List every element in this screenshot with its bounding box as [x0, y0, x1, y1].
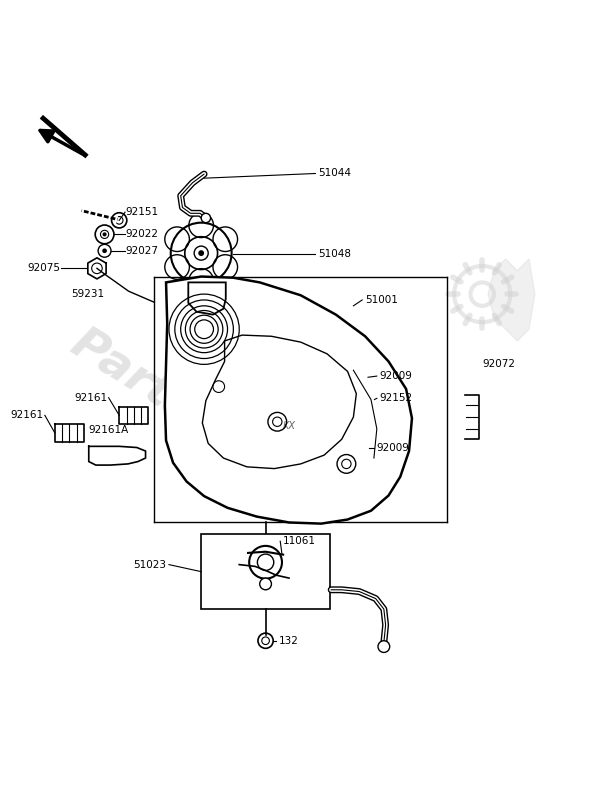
- Polygon shape: [165, 276, 412, 523]
- Circle shape: [165, 255, 190, 280]
- Circle shape: [102, 233, 107, 237]
- Text: 92027: 92027: [125, 246, 158, 256]
- Text: 51023: 51023: [133, 559, 166, 570]
- Text: 92075: 92075: [28, 264, 61, 273]
- Text: 51044: 51044: [318, 169, 351, 178]
- Text: 132: 132: [279, 636, 299, 646]
- Circle shape: [268, 412, 287, 431]
- Text: 51048: 51048: [318, 249, 351, 260]
- Text: 92022: 92022: [125, 229, 158, 240]
- Text: PartsRabbit: PartsRabbit: [62, 321, 352, 525]
- Text: 92009: 92009: [380, 371, 413, 381]
- Circle shape: [189, 268, 213, 293]
- Circle shape: [201, 213, 210, 223]
- Circle shape: [249, 546, 282, 578]
- Circle shape: [102, 248, 107, 253]
- Circle shape: [189, 213, 213, 237]
- Circle shape: [194, 246, 208, 260]
- Circle shape: [213, 227, 237, 252]
- Circle shape: [356, 372, 368, 383]
- Circle shape: [213, 255, 237, 280]
- Ellipse shape: [198, 297, 230, 308]
- Circle shape: [98, 244, 111, 257]
- Circle shape: [362, 446, 366, 449]
- Circle shape: [359, 443, 369, 452]
- Circle shape: [365, 398, 368, 401]
- Circle shape: [358, 392, 375, 407]
- Text: KX: KX: [283, 421, 296, 431]
- Text: 92161A: 92161A: [89, 424, 129, 435]
- Circle shape: [111, 213, 127, 228]
- Bar: [198, 303, 230, 347]
- Text: 11061: 11061: [283, 536, 316, 547]
- Circle shape: [360, 375, 365, 380]
- Text: 51001: 51001: [365, 295, 398, 305]
- Text: 92151: 92151: [125, 207, 158, 217]
- Circle shape: [260, 578, 272, 590]
- Circle shape: [95, 225, 114, 244]
- Text: 92161: 92161: [74, 393, 108, 403]
- Text: 92161: 92161: [11, 411, 44, 420]
- Circle shape: [198, 250, 204, 256]
- Text: 92009: 92009: [377, 443, 410, 452]
- Text: 92152: 92152: [380, 393, 413, 403]
- Text: 59231: 59231: [71, 289, 105, 299]
- Circle shape: [258, 633, 273, 648]
- Circle shape: [165, 227, 190, 252]
- Polygon shape: [488, 259, 535, 341]
- Circle shape: [337, 455, 356, 473]
- Bar: [201, 535, 330, 609]
- Circle shape: [378, 641, 390, 653]
- Polygon shape: [188, 282, 226, 315]
- Text: 92072: 92072: [482, 360, 515, 369]
